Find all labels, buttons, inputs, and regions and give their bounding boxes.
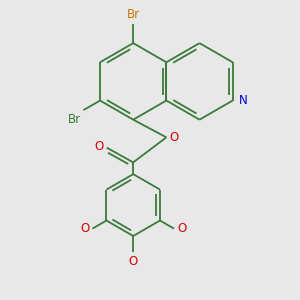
Text: O: O <box>177 222 186 235</box>
Text: O: O <box>94 140 104 153</box>
Text: O: O <box>129 255 138 268</box>
Text: N: N <box>238 94 247 107</box>
Text: Br: Br <box>127 8 140 21</box>
Text: Br: Br <box>68 113 80 126</box>
Text: O: O <box>80 222 89 235</box>
Text: O: O <box>169 131 178 144</box>
